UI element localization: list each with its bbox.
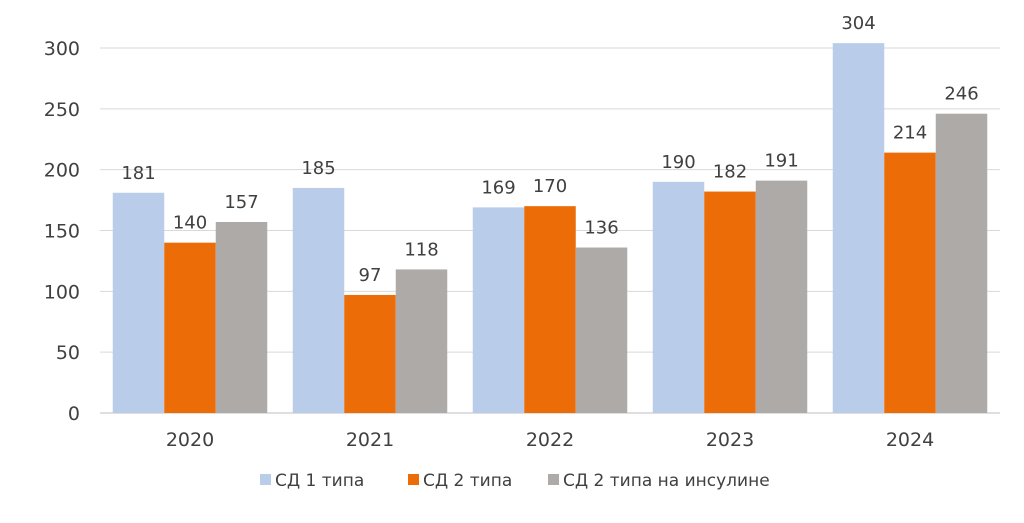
legend-label: СД 2 типа на инсулине xyxy=(563,471,770,491)
bar xyxy=(884,152,936,413)
data-label: 304 xyxy=(841,13,875,34)
bar xyxy=(472,207,525,413)
bar xyxy=(344,294,396,413)
bar xyxy=(395,269,448,413)
legend-label: СД 1 типа xyxy=(275,471,364,491)
data-label: 118 xyxy=(404,239,438,260)
bar xyxy=(652,181,705,413)
y-tick-label: 200 xyxy=(44,160,80,182)
bar xyxy=(755,180,808,413)
data-label: 169 xyxy=(481,177,515,198)
bar xyxy=(164,242,216,413)
legend-swatch xyxy=(408,474,419,485)
y-tick-label: 300 xyxy=(44,38,80,60)
data-label: 97 xyxy=(359,265,382,286)
legend-label: СД 2 типа xyxy=(423,471,512,491)
data-label: 246 xyxy=(944,84,978,105)
x-tick-label: 2024 xyxy=(886,429,934,451)
data-label: 185 xyxy=(301,158,335,179)
bar xyxy=(112,192,165,413)
x-tick-label: 2023 xyxy=(706,429,754,451)
data-label: 190 xyxy=(661,152,695,173)
y-tick-label: 250 xyxy=(44,99,80,121)
y-tick-label: 100 xyxy=(44,281,80,303)
y-tick-label: 150 xyxy=(44,221,80,243)
bar xyxy=(292,187,345,413)
data-label: 181 xyxy=(121,163,155,184)
bar xyxy=(215,221,268,413)
x-tick-label: 2021 xyxy=(346,429,394,451)
data-label: 157 xyxy=(224,192,258,213)
data-label: 136 xyxy=(584,218,618,239)
y-tick-label: 0 xyxy=(68,403,80,425)
x-tick-label: 2022 xyxy=(526,429,574,451)
y-tick-label: 50 xyxy=(56,342,80,364)
data-label: 214 xyxy=(893,123,927,144)
data-label: 140 xyxy=(173,213,207,234)
data-label: 182 xyxy=(713,162,747,183)
legend-swatch xyxy=(548,474,559,485)
bar xyxy=(524,206,576,413)
bar xyxy=(575,247,628,413)
data-label: 170 xyxy=(533,176,567,197)
bar xyxy=(832,43,885,414)
bar xyxy=(935,113,988,413)
legend-swatch xyxy=(260,474,271,485)
x-tick-label: 2020 xyxy=(166,429,214,451)
data-label: 191 xyxy=(764,151,798,172)
bar xyxy=(704,191,756,413)
